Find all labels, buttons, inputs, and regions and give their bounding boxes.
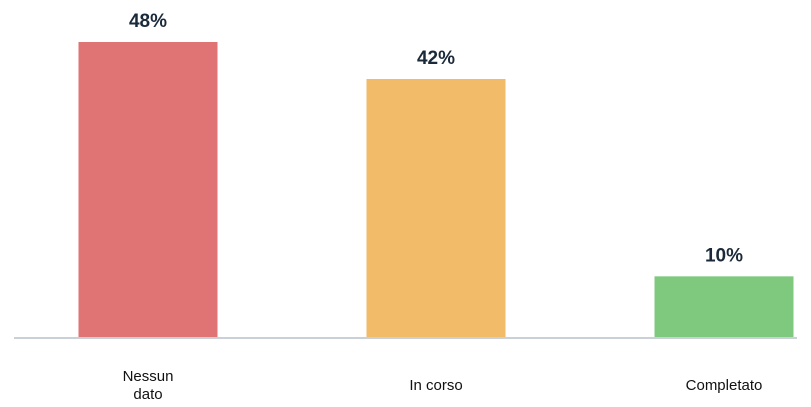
value-label-2: 10% [705,245,743,266]
category-label-line: Completato [686,377,763,394]
category-label-2: Completato [686,377,763,394]
value-label-0: 48% [129,11,167,32]
category-label-0: Nessun dato [123,368,174,403]
category-label-line: In corso [409,377,462,394]
category-label-line: dato [133,386,162,403]
bar-0 [78,42,218,338]
value-label-1: 42% [417,48,455,69]
bar-1 [366,79,506,338]
category-label-1: In corso [409,377,462,394]
bars-group [78,42,794,338]
bar-2 [654,276,794,338]
value-labels-group: 48% 42% 10% [129,11,743,266]
category-label-line: Nessun [123,368,174,385]
category-labels-group: Nessun dato In corso Completato [123,368,763,403]
